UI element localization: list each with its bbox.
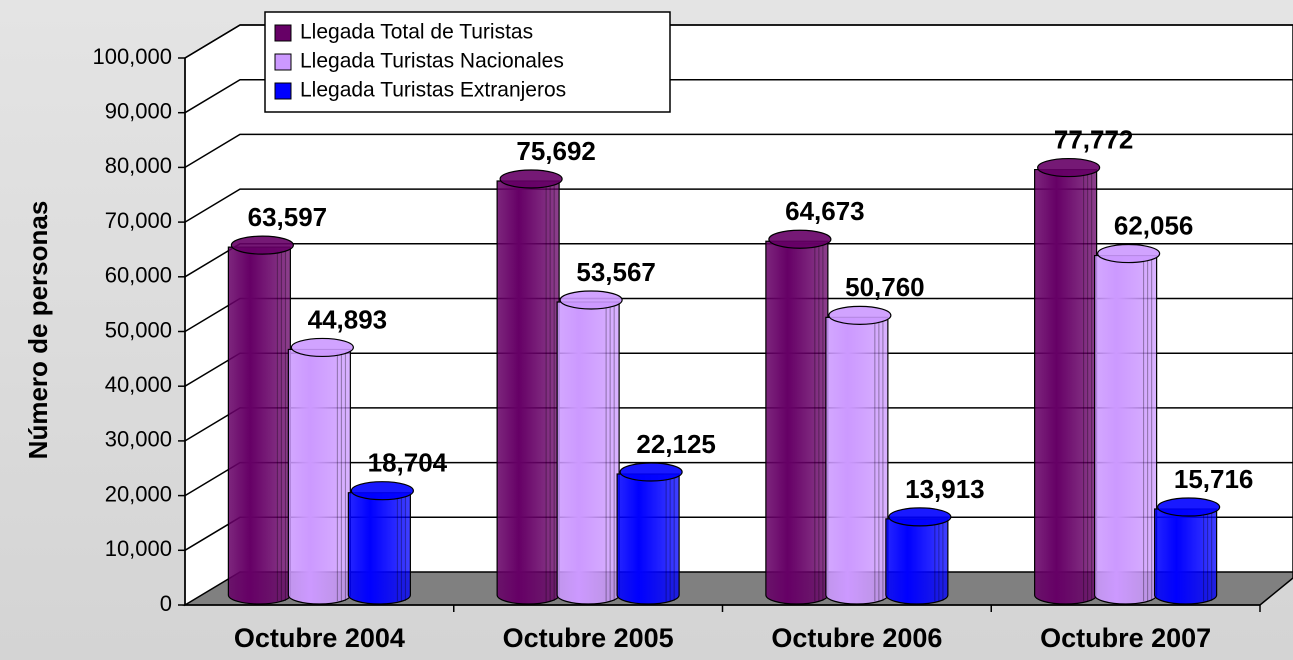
data-label: 15,716 [1174, 464, 1254, 494]
legend-box [264, 11, 671, 113]
data-label: 18,704 [368, 448, 448, 478]
grid-line [184, 78, 1293, 114]
y-tick-label: 40,000 [105, 372, 172, 397]
bar-top [888, 507, 952, 527]
x-tick-label: Octubre 2004 [234, 623, 405, 653]
data-label: 75,692 [516, 136, 596, 166]
bar-top [559, 290, 623, 310]
legend-label: Llegada Turistas Nacionales [300, 50, 564, 73]
legend-swatch [274, 82, 292, 100]
bar [1154, 508, 1218, 605]
grid-line [184, 188, 1293, 223]
legend-label: Llegada Turistas Extranjeros [300, 79, 566, 102]
y-tick-label: 80,000 [105, 153, 172, 178]
data-label: 64,673 [785, 196, 865, 226]
grid-line [184, 24, 1293, 59]
y-tick-label: 50,000 [105, 317, 172, 342]
data-label: 63,597 [248, 202, 328, 232]
bar-top [768, 229, 832, 249]
grid-line [184, 133, 1293, 169]
x-tick-label: Octubre 2006 [771, 623, 942, 653]
y-tick-label: 90,000 [105, 99, 172, 124]
data-label: 53,567 [576, 257, 656, 287]
data-label: 50,760 [845, 272, 925, 302]
bar-top [1037, 157, 1101, 178]
y-tick-label: 30,000 [105, 427, 172, 452]
data-label: 77,772 [1054, 124, 1134, 154]
x-tick-label: Octubre 2007 [1040, 623, 1211, 653]
x-tick-label: Octubre 2005 [503, 623, 674, 653]
bar-top [230, 235, 294, 255]
data-label: 62,056 [1114, 210, 1194, 240]
bar [616, 473, 680, 605]
bar-top [350, 481, 414, 501]
bar-top [1157, 497, 1221, 517]
y-tick-label: 100,000 [92, 44, 172, 69]
bar-top [499, 169, 563, 189]
bar [885, 518, 949, 605]
data-label: 13,913 [905, 474, 985, 504]
data-label: 22,125 [636, 429, 716, 459]
legend-label: Llegada Total de Turistas [300, 21, 533, 44]
legend-swatch [274, 53, 292, 71]
y-tick-label: 10,000 [105, 536, 172, 561]
bar-top [290, 337, 354, 358]
bar-top [1097, 243, 1161, 264]
y-tick-label: 60,000 [105, 263, 172, 288]
bar [347, 492, 411, 605]
bar-top [828, 305, 892, 325]
y-tick-label: 0 [160, 591, 172, 616]
y-tick-label: 70,000 [105, 208, 172, 233]
y-axis-label: Número de personas [23, 201, 53, 460]
y-tick-label: 20,000 [105, 481, 172, 506]
bar-top [619, 462, 683, 482]
data-label: 44,893 [308, 304, 388, 334]
legend-swatch [274, 24, 292, 42]
